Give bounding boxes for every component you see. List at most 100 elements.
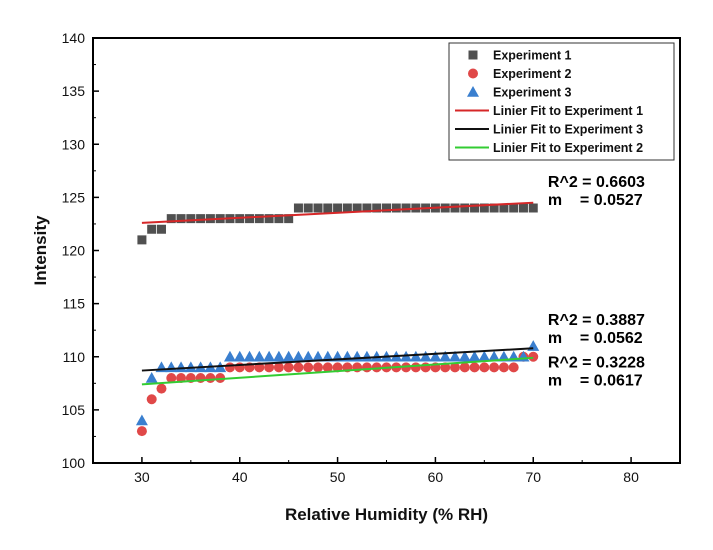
data-point xyxy=(215,373,226,383)
data-point xyxy=(136,426,147,437)
fit-line-2 xyxy=(141,347,534,372)
data-point xyxy=(429,350,442,362)
data-point xyxy=(284,214,294,224)
data-point xyxy=(292,350,305,362)
data-point xyxy=(176,214,186,224)
legend-label: Experiment 1 xyxy=(493,49,572,63)
y-tick-label: 100 xyxy=(62,455,86,471)
annotation-line: m = 0.0562 xyxy=(548,330,643,347)
annotation-line: m = 0.0617 xyxy=(548,372,643,389)
plot-area xyxy=(135,201,540,437)
data-point xyxy=(264,362,275,373)
legend-marker-symbol xyxy=(468,68,478,79)
data-point xyxy=(186,214,196,224)
data-point xyxy=(498,362,509,373)
y-axis-title: Intensity xyxy=(31,215,50,285)
data-point xyxy=(420,362,431,373)
x-tick-label: 40 xyxy=(232,469,248,485)
data-point xyxy=(459,362,470,373)
data-point xyxy=(468,350,481,362)
x-axis-title: Relative Humidity (% RH) xyxy=(285,505,488,524)
legend-label: Linier Fit to Experiment 1 xyxy=(493,104,643,118)
data-point xyxy=(470,203,480,213)
y-tick-label: 125 xyxy=(62,189,86,205)
legend-marker-symbol xyxy=(468,50,478,60)
data-point xyxy=(156,224,166,234)
data-point xyxy=(528,203,538,213)
data-point xyxy=(372,203,382,213)
data-point xyxy=(362,203,372,213)
x-tick-label: 60 xyxy=(428,469,444,485)
data-point xyxy=(283,362,294,373)
y-tick-label: 110 xyxy=(63,349,86,365)
data-point xyxy=(332,362,343,373)
data-point xyxy=(135,414,148,426)
y-tick-label: 120 xyxy=(62,243,86,259)
data-point xyxy=(382,203,391,213)
data-point xyxy=(166,214,176,224)
data-point xyxy=(479,203,489,213)
data-point xyxy=(448,350,461,362)
data-point xyxy=(528,351,539,362)
data-point xyxy=(371,362,382,373)
data-point xyxy=(458,350,471,362)
data-point xyxy=(488,350,501,362)
data-point xyxy=(460,203,470,213)
data-point xyxy=(450,203,460,213)
legend-marker-symbol xyxy=(467,86,479,97)
data-point xyxy=(370,350,383,362)
data-point xyxy=(489,362,500,373)
data-point xyxy=(439,350,452,362)
data-point xyxy=(176,373,187,383)
x-tick-label: 70 xyxy=(525,469,541,485)
data-point xyxy=(293,362,304,373)
data-point xyxy=(146,394,157,405)
legend-label: Linier Fit to Experiment 2 xyxy=(493,141,643,155)
data-point xyxy=(224,362,235,373)
data-point xyxy=(313,362,324,373)
y-tick-label: 115 xyxy=(63,296,86,312)
data-point xyxy=(518,203,528,213)
x-axis-ticks: 30 40 50 60 70 80 xyxy=(92,457,681,485)
y-axis-ticks: 100 105 110 115 120 125 130 135 140 xyxy=(62,30,99,471)
y-tick-label: 105 xyxy=(62,402,86,418)
data-point xyxy=(245,214,255,224)
data-point xyxy=(264,214,274,224)
data-point xyxy=(312,350,325,362)
annotation-line: R^2 = 0.3887 xyxy=(548,312,645,329)
data-point xyxy=(272,350,285,362)
data-point xyxy=(313,203,323,213)
data-point xyxy=(145,372,158,383)
legend-label: Experiment 2 xyxy=(493,67,572,81)
legend-label: Linier Fit to Experiment 3 xyxy=(493,123,643,137)
data-point xyxy=(273,362,284,373)
data-point xyxy=(205,373,216,383)
data-point xyxy=(469,362,480,373)
y-tick-label: 140 xyxy=(62,30,86,46)
data-point xyxy=(409,350,422,362)
data-point xyxy=(508,362,519,373)
fit-line-3 xyxy=(141,356,534,386)
data-point xyxy=(303,203,313,213)
data-point xyxy=(333,203,343,213)
data-point xyxy=(323,203,333,213)
x-tick-label: 80 xyxy=(623,469,639,485)
data-point xyxy=(478,350,491,362)
data-point xyxy=(254,214,264,224)
fit-line-1 xyxy=(141,201,534,224)
annotation-line: m = 0.0527 xyxy=(548,192,643,209)
x-tick-label: 30 xyxy=(134,469,150,485)
data-point xyxy=(401,203,411,213)
legend-box xyxy=(448,42,675,161)
data-point xyxy=(449,362,460,373)
data-point xyxy=(479,362,490,373)
data-point xyxy=(223,350,236,362)
data-point xyxy=(302,350,315,362)
data-point xyxy=(233,350,246,362)
annotation-line: R^2 = 0.3228 xyxy=(548,354,645,371)
data-point xyxy=(342,203,352,213)
data-point xyxy=(166,373,177,383)
data-point xyxy=(196,214,206,224)
